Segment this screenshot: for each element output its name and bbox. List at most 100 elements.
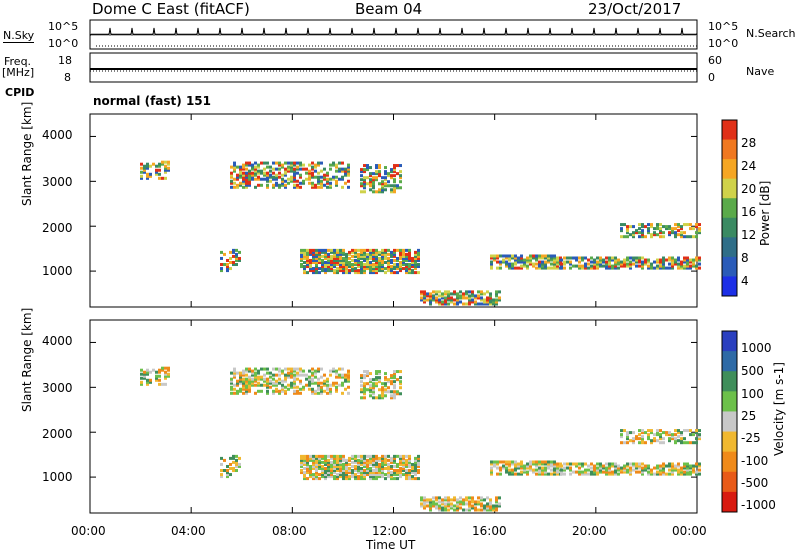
power-echo xyxy=(299,175,302,179)
power-echo xyxy=(254,171,257,175)
power-echo xyxy=(375,258,378,262)
velocity-echo xyxy=(311,379,314,383)
power-echo xyxy=(351,263,354,267)
velocity-echo xyxy=(671,433,674,437)
velocity-echo xyxy=(369,384,372,388)
velocity-echo xyxy=(665,472,668,476)
velocity-echo xyxy=(396,392,399,396)
power-echo xyxy=(396,256,399,260)
velocity-echo xyxy=(677,468,680,472)
velocity-echo xyxy=(680,439,683,443)
velocity-echo xyxy=(480,496,483,500)
power-echo xyxy=(239,173,242,177)
power-echo xyxy=(695,258,698,262)
power-echo xyxy=(248,175,251,179)
power-echo xyxy=(596,260,599,264)
power-echo xyxy=(393,267,396,271)
power-echo xyxy=(590,256,593,260)
power-echo xyxy=(674,258,677,262)
velocity-echo xyxy=(429,500,432,504)
velocity-echo xyxy=(290,371,293,375)
power-echo xyxy=(523,260,526,264)
velocity-echo xyxy=(369,466,372,470)
velocity-echo xyxy=(384,372,387,376)
velocity-echo xyxy=(683,429,686,433)
power-echo xyxy=(626,225,629,229)
velocity-echo xyxy=(347,371,350,375)
power-echo xyxy=(429,296,432,300)
velocity-echo xyxy=(327,458,330,462)
velocity-echo xyxy=(366,458,369,462)
power-echo xyxy=(378,170,381,174)
power-echo xyxy=(381,190,384,194)
velocity-echo xyxy=(281,369,284,373)
power-echo xyxy=(354,258,357,262)
power-echo xyxy=(345,258,348,262)
velocity-echo xyxy=(680,437,683,441)
power-echo xyxy=(348,250,351,254)
power-echo xyxy=(414,267,417,271)
velocity-echo xyxy=(235,469,238,473)
power-echo xyxy=(523,262,526,266)
power-echo xyxy=(668,233,671,237)
velocity-echo xyxy=(360,471,363,475)
velocity-echo xyxy=(281,385,284,389)
power-echo xyxy=(662,235,665,239)
velocity-echo xyxy=(306,471,309,475)
power-cb-8: 8 xyxy=(741,251,749,265)
velocity-echo xyxy=(508,464,511,468)
power-echo xyxy=(251,171,254,175)
velocity-echo xyxy=(671,462,674,466)
power-echo xyxy=(360,263,363,267)
velocity-echo xyxy=(453,508,456,512)
power-echo xyxy=(360,271,363,275)
power-echo xyxy=(245,177,248,181)
power-echo xyxy=(695,266,698,270)
power-echo xyxy=(360,269,363,273)
power-echo xyxy=(471,300,474,304)
power-echo xyxy=(508,264,511,268)
velocity-echo xyxy=(541,466,544,470)
power-echo xyxy=(496,266,499,270)
nave-tick-top: 60 xyxy=(708,54,722,67)
power-echo xyxy=(296,183,299,187)
power-echo xyxy=(315,256,318,260)
velocity-echo xyxy=(514,472,517,476)
velocity-echo xyxy=(544,460,547,464)
power-echo xyxy=(333,258,336,262)
power-echo xyxy=(505,260,508,264)
velocity-echo xyxy=(369,469,372,473)
power-echo xyxy=(405,263,408,267)
velocity-echo xyxy=(248,383,251,387)
velocity-echo xyxy=(387,464,390,468)
velocity-echo xyxy=(354,469,357,473)
velocity-echo xyxy=(263,377,266,381)
velocity-echo xyxy=(523,464,526,468)
velocity-echo xyxy=(381,396,384,400)
velocity-echo xyxy=(347,377,350,381)
power-echo xyxy=(544,264,547,268)
velocity-echo xyxy=(326,391,329,395)
velocity-echo xyxy=(396,464,399,468)
power-echo xyxy=(502,260,505,264)
power-echo xyxy=(239,181,242,185)
power-echo xyxy=(312,250,315,254)
power-echo xyxy=(315,248,318,252)
power-echo xyxy=(665,258,668,262)
power-echo xyxy=(629,225,632,229)
power-echo xyxy=(363,254,366,258)
velocity-echo xyxy=(287,367,290,371)
velocity-echo xyxy=(490,462,493,466)
velocity-echo xyxy=(378,372,381,376)
power-echo xyxy=(366,254,369,258)
power-echo xyxy=(529,260,532,264)
velocity-echo xyxy=(529,462,532,466)
power-echo xyxy=(432,296,435,300)
velocity-echo xyxy=(375,462,378,466)
power-echo xyxy=(360,248,363,252)
power-echo xyxy=(556,256,559,260)
power-echo xyxy=(363,168,366,172)
velocity-echo xyxy=(680,472,683,476)
power-echo xyxy=(332,161,335,165)
power-echo xyxy=(320,183,323,187)
